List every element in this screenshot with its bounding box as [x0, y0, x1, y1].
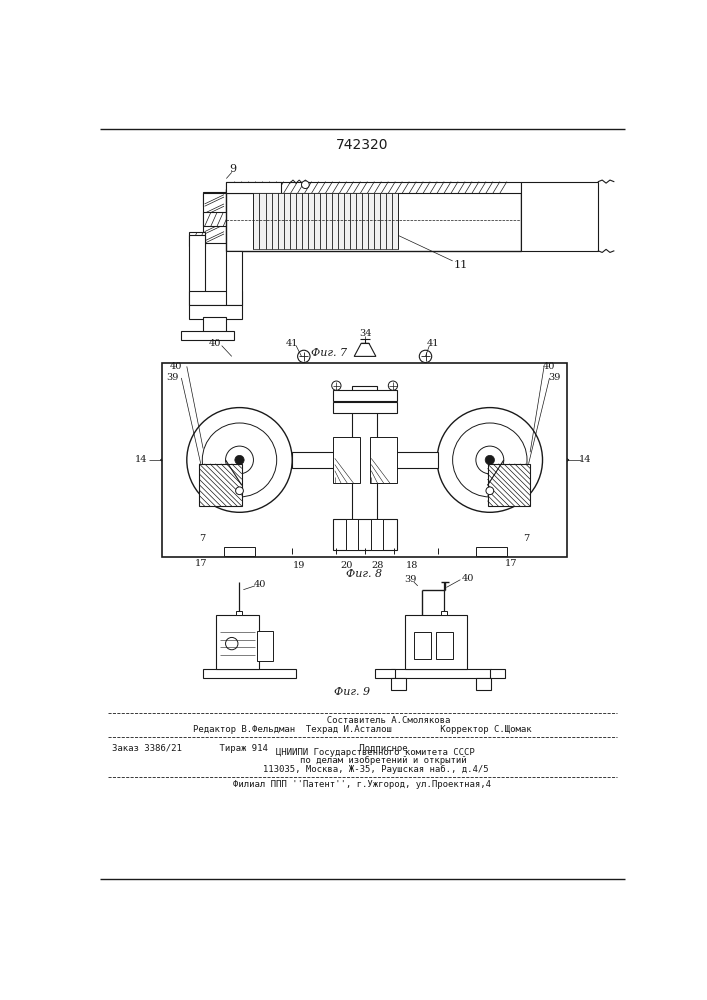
Text: 39: 39	[549, 373, 561, 382]
Text: Редактор В.Фельдман  Техрад И.Асталош         Корректор С.Щомак: Редактор В.Фельдман Техрад И.Асталош Кор…	[192, 725, 531, 734]
Bar	[391, 678, 406, 690]
Bar	[346, 519, 358, 550]
Polygon shape	[546, 445, 569, 475]
Circle shape	[226, 446, 253, 474]
Text: 39: 39	[166, 373, 178, 382]
Bar	[226, 182, 281, 193]
Text: 41: 41	[427, 339, 440, 348]
Bar	[226, 189, 521, 251]
Circle shape	[485, 455, 494, 465]
Circle shape	[476, 446, 504, 474]
Circle shape	[226, 637, 238, 650]
Polygon shape	[354, 343, 376, 356]
Bar	[292, 452, 438, 468]
Bar	[199, 464, 242, 506]
Text: 14: 14	[579, 455, 591, 464]
Bar	[333, 402, 397, 413]
Text: 40: 40	[209, 339, 221, 348]
Text: 18: 18	[406, 561, 419, 570]
Bar	[257, 631, 273, 661]
Text: 40: 40	[542, 362, 555, 371]
Text: Фиг. 7: Фиг. 7	[310, 348, 346, 358]
Text: Заказ 3386/21       Тираж 914                 Подписное: Заказ 3386/21 Тираж 914 Подписное	[112, 744, 407, 753]
Text: 19: 19	[293, 561, 305, 570]
Circle shape	[452, 423, 527, 497]
Circle shape	[187, 408, 292, 512]
Bar	[391, 669, 491, 678]
Bar	[235, 611, 242, 615]
Bar	[253, 193, 398, 249]
Bar	[333, 519, 397, 550]
Text: 9: 9	[230, 164, 237, 174]
Text: 14: 14	[135, 455, 147, 464]
Bar	[203, 192, 243, 206]
Text: 40: 40	[255, 580, 267, 589]
Text: 40: 40	[170, 362, 182, 371]
Text: 40: 40	[462, 574, 474, 583]
Bar	[371, 519, 383, 550]
Text: Составитель А.Смолякова: Составитель А.Смолякова	[274, 716, 450, 725]
Text: 20: 20	[340, 561, 353, 570]
Text: 41: 41	[286, 339, 298, 348]
Bar	[333, 437, 361, 483]
Bar	[203, 669, 296, 678]
Bar	[189, 305, 242, 319]
Bar	[352, 386, 378, 534]
Circle shape	[332, 381, 341, 390]
Bar	[404, 615, 467, 669]
Bar	[333, 390, 397, 401]
Text: 34: 34	[358, 329, 371, 338]
Text: 7: 7	[523, 534, 530, 543]
Bar	[488, 464, 530, 506]
Circle shape	[486, 487, 493, 495]
Bar	[375, 669, 395, 678]
Bar	[203, 193, 226, 243]
Text: Фиг. 9: Фиг. 9	[334, 687, 370, 697]
Polygon shape	[160, 445, 184, 475]
Bar	[162, 363, 567, 557]
Bar	[189, 235, 204, 305]
Bar	[476, 678, 491, 690]
Text: Филиал ППП ''Патент'', г.Ужгород, ул.Проектная,4: Филиал ППП ''Патент'', г.Ужгород, ул.Про…	[233, 780, 491, 789]
Text: Фиг. 8: Фиг. 8	[346, 569, 382, 579]
Circle shape	[202, 423, 276, 497]
Bar	[226, 182, 521, 193]
Bar	[189, 291, 242, 305]
Bar	[414, 632, 431, 659]
Bar	[476, 547, 507, 556]
Bar	[441, 611, 448, 615]
Bar	[436, 632, 452, 659]
Text: 17: 17	[505, 559, 517, 568]
Bar	[182, 331, 234, 340]
Text: по делам изобретений и открытий: по делам изобретений и открытий	[257, 756, 467, 765]
Text: 113035, Москва, Ж-35, Раушская наб., д.4/5: 113035, Москва, Ж-35, Раушская наб., д.4…	[235, 765, 489, 774]
Bar	[370, 437, 397, 483]
Text: 28: 28	[371, 561, 384, 570]
Text: 742320: 742320	[336, 138, 388, 152]
Text: 7: 7	[199, 534, 206, 543]
Bar	[226, 251, 242, 305]
Circle shape	[298, 350, 310, 363]
Text: 39: 39	[404, 575, 416, 584]
Circle shape	[419, 350, 432, 363]
Circle shape	[235, 455, 244, 465]
Circle shape	[437, 408, 542, 512]
Text: 11: 11	[453, 260, 467, 270]
Bar	[216, 615, 259, 669]
Bar	[521, 182, 598, 251]
Text: ЦНИИПИ Государственного комитета СССР: ЦНИИПИ Государственного комитета СССР	[249, 748, 475, 757]
Bar	[490, 669, 506, 678]
Bar	[189, 232, 204, 246]
Circle shape	[301, 181, 309, 189]
Bar	[203, 317, 226, 333]
Bar	[224, 547, 255, 556]
Text: 17: 17	[194, 559, 207, 568]
Bar	[203, 212, 243, 226]
Circle shape	[388, 381, 397, 390]
Circle shape	[235, 487, 243, 495]
